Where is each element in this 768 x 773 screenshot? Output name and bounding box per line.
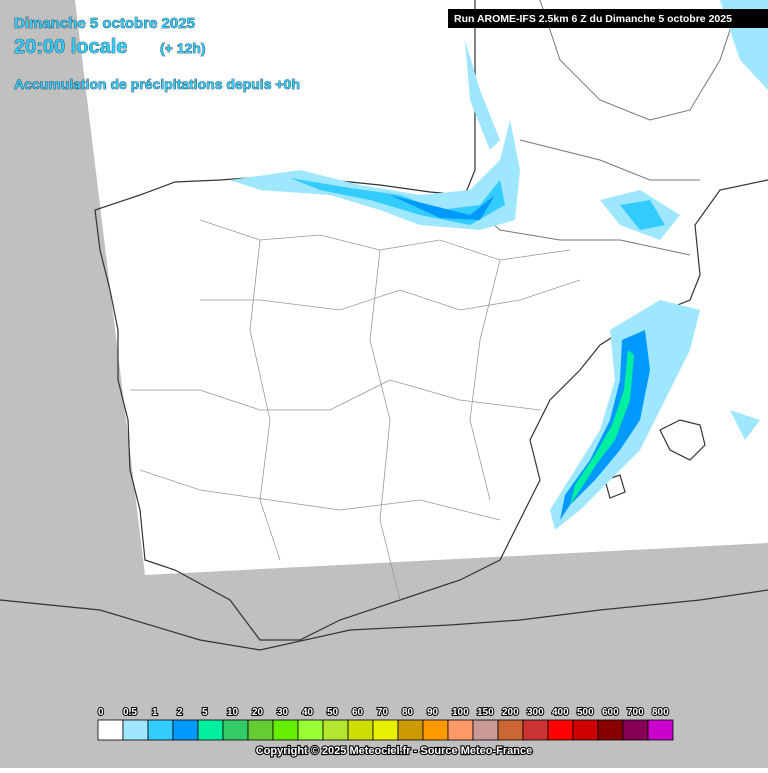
legend-label: 20 [252,707,264,718]
legend-label: 40 [302,707,314,718]
legend-label: 100 [452,707,469,718]
legend-swatch [647,719,674,741]
legend-swatch [197,719,224,741]
border [539,0,741,121]
legend-swatch [547,719,574,741]
legend-swatch [322,719,349,741]
legend-label: 700 [627,707,644,718]
island [604,474,626,499]
copyright: Copyright © 2025 Meteociel.fr - Source M… [256,745,532,757]
legend-swatch [472,719,499,741]
legend-swatch [272,719,299,741]
legend-label: 10 [227,707,239,718]
legend-label: 300 [527,707,544,718]
precip-light [465,40,500,150]
legend-swatch [397,719,424,741]
date: Dimanche 5 octobre 2025 [14,15,195,32]
legend-swatch [497,719,524,741]
legend-label: 90 [427,707,439,718]
legend-label: 80 [402,707,414,718]
legend-swatch [597,719,624,741]
province-line [200,279,581,311]
legend-label: 70 [377,707,389,718]
legend-swatch [347,719,374,741]
legend-swatch [372,719,399,741]
legend-swatch [247,719,274,741]
legend-swatch [172,719,199,741]
legend-swatch [572,719,599,741]
legend-swatch [222,719,249,741]
precip-moderate [620,200,665,230]
legend-label: 0.5 [123,707,137,718]
legend-label: 5 [202,707,208,718]
legend-label: 30 [277,707,289,718]
legend-swatch [522,719,549,741]
legend-label: 1 [152,707,158,718]
legend-swatch [447,719,474,741]
parameter: Accumulation de précipitations depuis +0… [14,76,300,92]
run-box [448,9,768,28]
legend-swatch [122,719,149,741]
legend-label: 0 [98,707,104,718]
legend-label: 400 [552,707,569,718]
legend-label: 200 [502,707,519,718]
offset: (+ 12h) [160,40,206,56]
province-line [130,379,541,411]
province-line [249,239,281,561]
time: 20:00 locale [14,36,127,58]
precip-intense [570,350,634,505]
precip-light [230,120,520,230]
legend-swatch [297,719,324,741]
province-line [139,469,501,521]
legend-label: 150 [477,707,494,718]
legend-label: 800 [652,707,669,718]
legend-label: 50 [327,707,339,718]
province-line [369,249,401,601]
legend: 0 0.5 1 2 5 10 20 30 40 50 60 70 80 90 100 150 200 300 400… [97,706,674,741]
province-line [469,259,501,501]
legend-swatch [97,719,124,741]
coastline-africa [0,589,768,651]
legend-swatch [422,719,449,741]
legend-label: 2 [177,707,183,718]
border [519,139,700,181]
run-info: Run AROME-IFS 2.5km 6 Z du Dimanche 5 oc… [454,13,732,25]
legend-label: 500 [577,707,594,718]
legend-swatch [622,719,649,741]
precip-light [730,410,760,440]
precip-heavy [390,195,495,220]
model-domain [75,0,768,575]
island [659,419,706,461]
legend-swatch [147,719,174,741]
legend-label: 600 [602,707,619,718]
legend-label: 60 [352,707,364,718]
